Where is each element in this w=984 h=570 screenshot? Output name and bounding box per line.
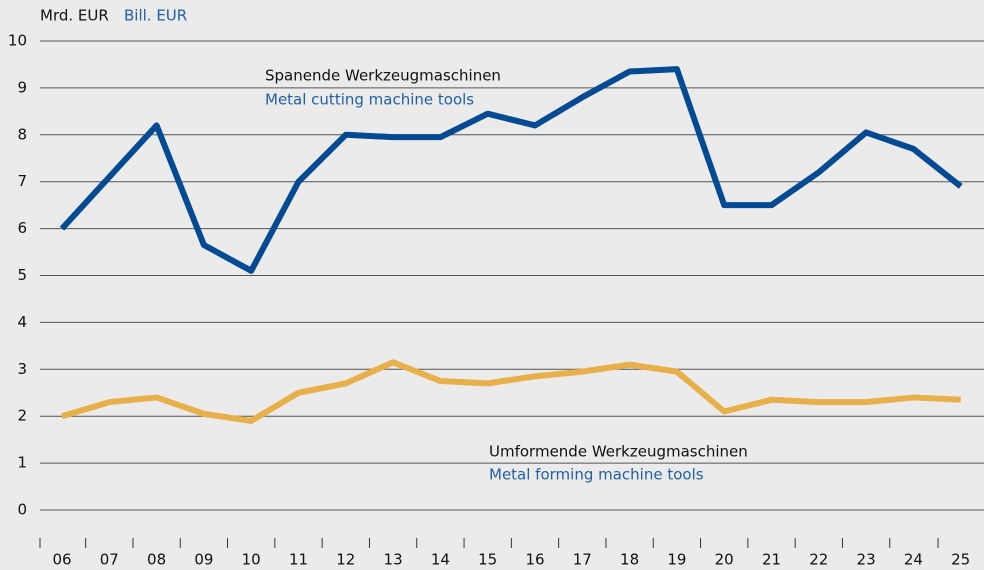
x-tick-label: 15 xyxy=(478,551,497,569)
series-label: Umformende Werkzeugmaschinen xyxy=(489,443,748,461)
x-tick-label: 13 xyxy=(384,551,403,569)
y-axis-label: Mrd. EUR xyxy=(40,7,109,25)
x-tick-label: 08 xyxy=(147,551,166,569)
x-tick-label: 06 xyxy=(52,551,71,569)
x-tick-label: 07 xyxy=(100,551,119,569)
x-tick-label: 12 xyxy=(336,551,355,569)
series-line xyxy=(61,359,961,424)
y-tick-label: 10 xyxy=(8,32,27,50)
y-tick-label: 4 xyxy=(17,313,27,331)
x-tick-label: 14 xyxy=(431,551,450,569)
y-tick-label: 0 xyxy=(17,501,27,519)
y-tick-label: 5 xyxy=(17,266,27,284)
x-tick-label: 09 xyxy=(194,551,213,569)
x-tick-label: 11 xyxy=(289,551,308,569)
x-tick-label: 20 xyxy=(715,551,734,569)
y-tick-label: 3 xyxy=(17,360,27,378)
y-axis-label-en: Bill. EUR xyxy=(124,7,187,25)
x-tick-label: 19 xyxy=(667,551,686,569)
series-label-en: Metal forming machine tools xyxy=(489,466,704,484)
y-tick-label: 7 xyxy=(17,172,27,190)
series-label: Spanende Werkzeugmaschinen xyxy=(265,67,501,85)
x-tick-label: 25 xyxy=(951,551,970,569)
y-tick-label: 2 xyxy=(17,407,27,425)
x-tick-label: 17 xyxy=(573,551,592,569)
y-tick-label: 9 xyxy=(17,78,27,96)
series-label-en: Metal cutting machine tools xyxy=(265,91,474,109)
y-tick-label: 8 xyxy=(17,125,27,143)
x-tick-label: 21 xyxy=(762,551,781,569)
y-tick-label: 1 xyxy=(17,454,27,472)
x-tick-label: 23 xyxy=(857,551,876,569)
x-tick-label: 24 xyxy=(904,551,923,569)
x-tick-label: 22 xyxy=(809,551,828,569)
y-tick-label: 6 xyxy=(17,219,27,237)
x-tick-label: 10 xyxy=(242,551,261,569)
series-line xyxy=(59,66,963,274)
x-tick-label: 18 xyxy=(620,551,639,569)
x-tick-label: 16 xyxy=(525,551,544,569)
